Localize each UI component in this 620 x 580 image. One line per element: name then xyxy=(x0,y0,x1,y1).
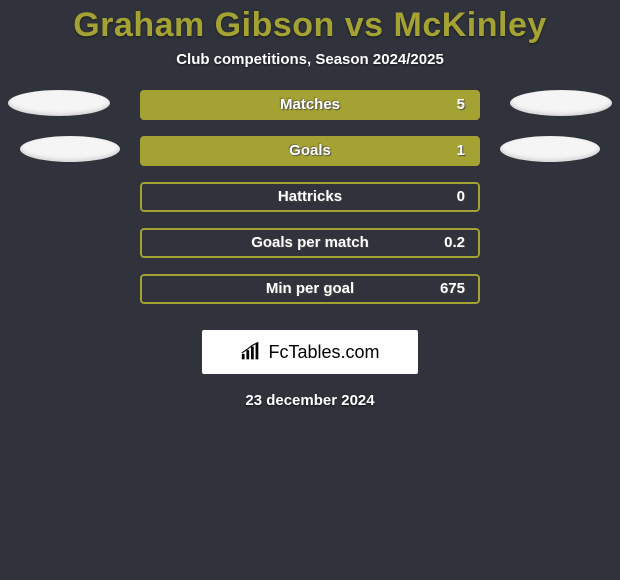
page-title: Graham Gibson vs McKinley xyxy=(0,0,620,51)
bar-outline xyxy=(140,182,480,212)
bar-fill xyxy=(140,90,480,120)
bar-track xyxy=(140,90,480,120)
bar-fill xyxy=(140,136,480,166)
stat-row: Goals1 xyxy=(0,136,620,182)
bar-track xyxy=(140,182,480,212)
bar-track xyxy=(140,274,480,304)
brand-text: FcTables.com xyxy=(268,342,379,363)
brand-box: FcTables.com xyxy=(202,330,418,374)
stat-row: Min per goal675 xyxy=(0,274,620,320)
page-subtitle: Club competitions, Season 2024/2025 xyxy=(0,51,620,90)
stat-row: Matches5 xyxy=(0,90,620,136)
stats-rows: Matches5Goals1Hattricks0Goals per match0… xyxy=(0,90,620,320)
stats-chart: Matches5Goals1Hattricks0Goals per match0… xyxy=(0,90,620,320)
stat-row: Goals per match0.2 xyxy=(0,228,620,274)
date-label: 23 december 2024 xyxy=(0,392,620,409)
bar-outline xyxy=(140,274,480,304)
bar-track xyxy=(140,228,480,258)
stat-row: Hattricks0 xyxy=(0,182,620,228)
bar-outline xyxy=(140,228,480,258)
bar-chart-icon xyxy=(240,341,262,363)
bar-track xyxy=(140,136,480,166)
